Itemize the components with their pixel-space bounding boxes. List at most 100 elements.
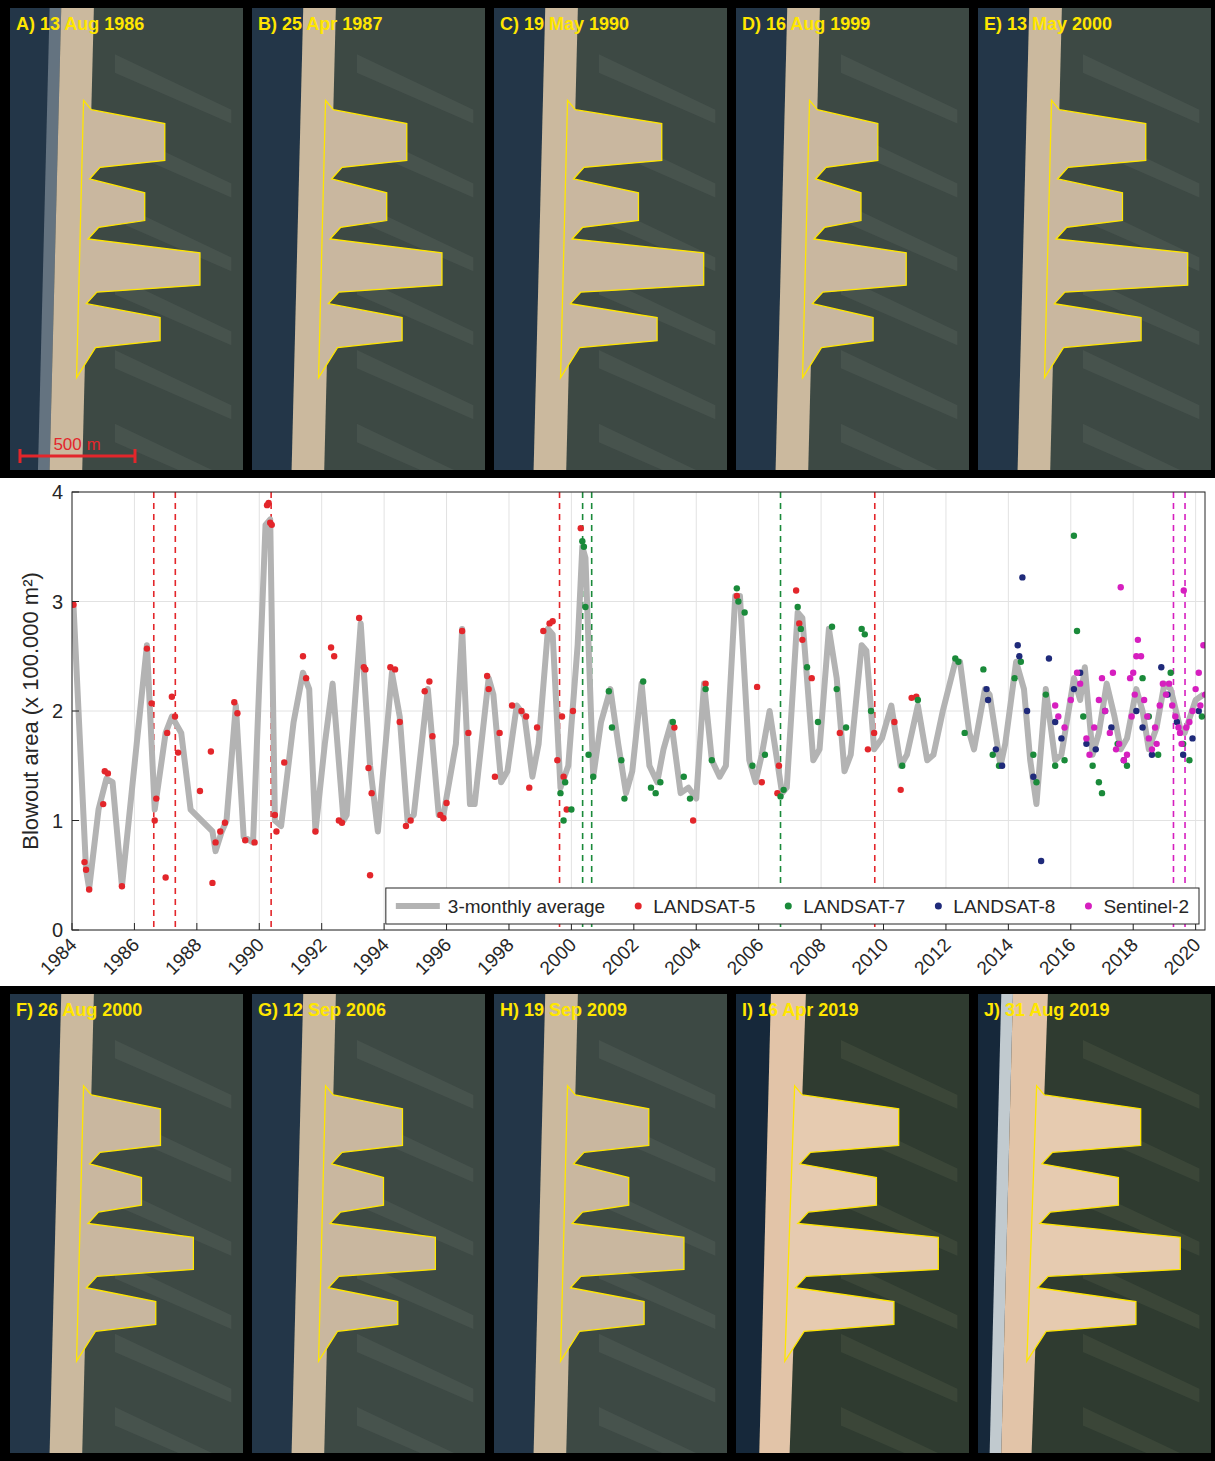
average-line	[74, 519, 1204, 888]
data-point	[690, 817, 696, 823]
data-point	[681, 774, 687, 780]
data-point	[796, 620, 802, 626]
vegetation	[1083, 424, 1200, 470]
data-point	[251, 839, 257, 845]
chart: 1984198619881990199219941996199820002002…	[18, 481, 1208, 979]
data-point	[657, 779, 663, 785]
land	[736, 994, 969, 1453]
data-point	[443, 800, 449, 806]
data-point	[735, 598, 741, 604]
data-point	[606, 688, 612, 694]
data-point	[582, 604, 588, 610]
y-tick-label: 1	[52, 810, 63, 832]
data-point	[83, 867, 89, 873]
data-point	[590, 774, 596, 780]
data-point	[734, 593, 740, 599]
plot-frame	[72, 492, 1205, 930]
data-point	[1074, 669, 1080, 675]
data-point	[1074, 628, 1080, 634]
data-point	[1163, 691, 1169, 697]
data-point	[421, 688, 427, 694]
data-point	[1130, 669, 1136, 675]
data-point	[1011, 675, 1017, 681]
data-point	[1102, 708, 1108, 714]
legend-label: 3-monthly average	[448, 896, 605, 917]
data-point	[526, 784, 532, 790]
vegetation	[115, 1040, 232, 1109]
data-point	[272, 812, 278, 818]
vegetation	[841, 1040, 958, 1109]
data-point	[865, 746, 871, 752]
land	[252, 8, 485, 470]
blowout-outline	[1045, 100, 1188, 377]
panel-label: C) 19 May 1990	[500, 14, 629, 34]
data-point	[871, 730, 877, 736]
land	[10, 8, 243, 470]
land	[736, 8, 969, 470]
data-point	[1086, 752, 1092, 758]
data-point	[652, 790, 658, 796]
data-point	[534, 724, 540, 730]
x-tick-label: 2012	[910, 934, 955, 979]
data-point	[794, 604, 800, 610]
data-point	[403, 823, 409, 829]
panel-label: E) 13 May 2000	[984, 14, 1112, 34]
vegetation	[599, 54, 716, 123]
data-point	[1058, 735, 1064, 741]
data-point	[392, 666, 398, 672]
x-tick	[72, 923, 73, 930]
data-point	[734, 585, 740, 591]
x-tick	[134, 923, 135, 930]
data-point	[1183, 724, 1189, 730]
data-point	[1083, 741, 1089, 747]
data-point	[162, 874, 168, 880]
x-tick-label: 2018	[1097, 934, 1142, 979]
reference-line	[175, 492, 177, 930]
data-point	[560, 817, 566, 823]
vegetation	[1083, 54, 1200, 123]
data-point	[670, 719, 676, 725]
panel-label: G) 12 Sep 2006	[258, 1000, 386, 1020]
data-point	[1096, 779, 1102, 785]
data-point	[1153, 741, 1159, 747]
data-point	[152, 817, 158, 823]
x-tick	[196, 923, 197, 930]
data-point	[1141, 697, 1147, 703]
legend-marker	[935, 903, 942, 910]
legend-item: LANDSAT-5	[635, 896, 756, 917]
blowout-outline	[785, 1086, 938, 1361]
data-point	[891, 719, 897, 725]
data-point	[459, 628, 465, 634]
data-point	[562, 779, 568, 785]
data-point	[1108, 724, 1114, 730]
data-point	[339, 819, 345, 825]
data-point	[144, 645, 150, 651]
data-point	[365, 765, 371, 771]
data-point	[780, 787, 786, 793]
data-point	[1175, 724, 1181, 730]
data-point	[1149, 752, 1155, 758]
data-point	[100, 801, 106, 807]
data-point	[1089, 763, 1095, 769]
vegetation	[841, 1334, 958, 1403]
data-point	[1052, 763, 1058, 769]
data-point	[1177, 730, 1183, 736]
data-point	[709, 757, 715, 763]
blowout-outline	[77, 1086, 194, 1361]
data-point	[1189, 735, 1195, 741]
vegetation	[599, 424, 716, 470]
data-point	[777, 793, 783, 799]
data-point	[1139, 675, 1145, 681]
data-point	[1052, 719, 1058, 725]
legend-item: LANDSAT-7	[785, 896, 906, 917]
data-point	[523, 713, 529, 719]
vegetation	[1083, 1334, 1200, 1403]
legend-marker	[635, 903, 642, 910]
x-tick-label: 2004	[660, 934, 705, 979]
figure: A) 13 Aug 1986500 mB) 25 Apr 1987C) 19 M…	[0, 0, 1215, 1461]
data-point	[897, 787, 903, 793]
data-point	[671, 724, 677, 730]
image-panel: J) 31 Aug 2019	[978, 994, 1211, 1461]
data-point	[300, 653, 306, 659]
image-panel: C) 19 May 1990	[494, 8, 727, 493]
